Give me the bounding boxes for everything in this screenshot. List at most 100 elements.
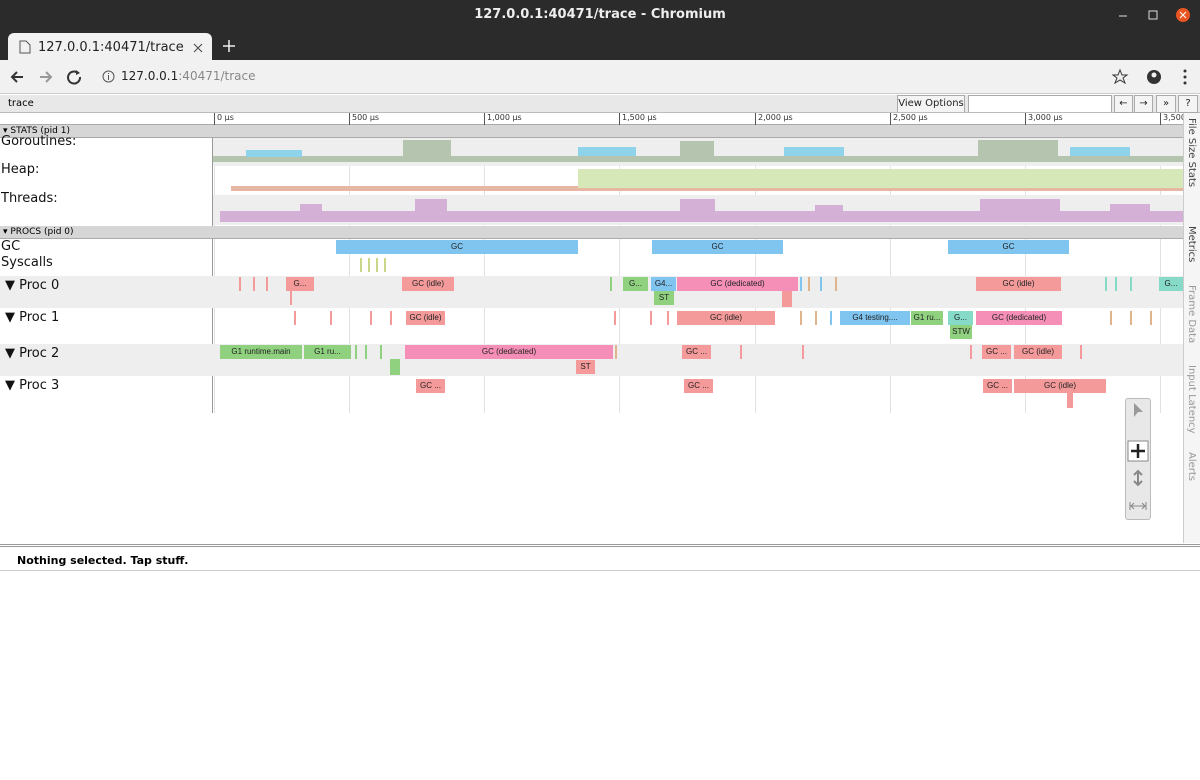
track-label: Heap: — [1, 162, 40, 177]
slice[interactable]: G... — [948, 311, 973, 325]
slice[interactable]: STW — [950, 325, 972, 339]
side-tab[interactable]: Metrics — [1186, 226, 1197, 263]
grid-line — [619, 138, 620, 413]
track-label: Goroutines: — [1, 134, 77, 149]
slice[interactable]: GC (dedicated) — [405, 345, 613, 359]
stat-area — [680, 141, 714, 162]
slice[interactable]: GC (idle) — [677, 311, 775, 325]
stat-area — [231, 186, 578, 191]
ruler-tick: 500 μs — [349, 113, 409, 125]
sliver — [800, 311, 802, 325]
slice[interactable]: GC (idle) — [402, 277, 454, 291]
view-options[interactable]: View Options — [897, 95, 965, 112]
sliver — [610, 277, 612, 291]
info-icon[interactable] — [102, 70, 115, 83]
track-label[interactable]: ▼ Proc 0 — [5, 278, 60, 293]
label-column — [0, 125, 213, 413]
tool-icons[interactable] — [1126, 399, 1151, 520]
stat-area — [1110, 204, 1150, 222]
track-label[interactable]: ▼ Proc 2 — [5, 346, 60, 361]
slice[interactable]: GC ... — [416, 379, 445, 393]
sliver — [1110, 311, 1112, 325]
sliver — [970, 345, 972, 359]
side-tab[interactable]: Input Latency — [1186, 365, 1197, 434]
side-tab[interactable]: File Size Stats — [1186, 118, 1197, 188]
slice[interactable]: GC — [652, 240, 783, 254]
slice[interactable]: G... — [286, 277, 314, 291]
slice[interactable]: GC (idle) — [406, 311, 445, 325]
sliver — [667, 311, 669, 325]
slice[interactable]: G4... — [651, 277, 676, 291]
grid-line — [349, 138, 350, 413]
slice[interactable]: ST — [576, 360, 595, 374]
stat-area — [680, 199, 715, 222]
sliver — [614, 311, 616, 325]
window-controls[interactable] — [1115, 8, 1195, 22]
nav-button[interactable]: » — [1156, 95, 1176, 113]
slice[interactable]: G4 testing.... — [840, 311, 910, 325]
slice[interactable]: GC (idle) — [1014, 345, 1062, 359]
slice[interactable]: G... — [1159, 277, 1183, 291]
url[interactable]: 127.0.0.1:40471/trace — [121, 69, 256, 83]
sliver — [380, 345, 382, 359]
grid-line — [890, 138, 891, 413]
section-header[interactable]: ▾ STATS (pid 1) — [0, 125, 1183, 138]
stat-area — [578, 188, 1183, 191]
ruler-tick: 2,500 μs — [890, 113, 950, 125]
stat-area — [578, 147, 636, 156]
sliver — [1150, 311, 1152, 325]
slice[interactable]: G1 ru... — [911, 311, 943, 325]
tab-title: 127.0.0.1:40471/trace — [38, 40, 184, 55]
slice[interactable]: GC — [948, 240, 1069, 254]
window-title: 127.0.0.1:40471/trace - Chromium — [474, 7, 726, 22]
slice[interactable]: ST — [654, 291, 674, 305]
slice[interactable]: G1 ru... — [304, 345, 351, 359]
sliver — [782, 291, 792, 307]
stat-area — [815, 205, 843, 222]
slice[interactable]: GC ... — [982, 345, 1011, 359]
nav-button[interactable]: ? — [1178, 95, 1198, 113]
side-panel — [1183, 113, 1200, 543]
status-text: Nothing selected. Tap stuff. — [17, 554, 189, 567]
sliver — [1105, 277, 1107, 291]
side-tab[interactable]: Alerts — [1186, 452, 1197, 482]
section-header[interactable]: ▾ PROCS (pid 0) — [0, 226, 1183, 239]
new-tab[interactable] — [222, 39, 236, 53]
stat-area — [300, 204, 322, 222]
slice[interactable]: GC (dedicated) — [677, 277, 798, 291]
slice[interactable]: GC ... — [983, 379, 1012, 393]
page-icon — [19, 40, 31, 54]
side-tab[interactable]: Frame Data — [1186, 285, 1197, 344]
browser-icons[interactable] — [1112, 68, 1192, 86]
stat-area — [1070, 147, 1130, 156]
slice[interactable]: GC ... — [684, 379, 713, 393]
tab-close[interactable] — [193, 43, 203, 53]
slice[interactable]: GC — [336, 240, 578, 254]
slice[interactable]: GC (dedicated) — [976, 311, 1062, 325]
sliver — [365, 345, 367, 359]
tab[interactable]: 127.0.0.1:40471/trace — [8, 33, 212, 60]
track-label[interactable]: ▼ Proc 3 — [5, 378, 60, 393]
search-box[interactable] — [968, 95, 1112, 112]
track-label[interactable]: ▼ Proc 1 — [5, 310, 60, 325]
sliver — [390, 359, 400, 375]
sliver — [253, 277, 255, 291]
track-label: Threads: — [1, 191, 58, 206]
sliver — [390, 311, 392, 325]
slice[interactable]: GC (idle) — [1014, 379, 1106, 393]
slice[interactable]: G... — [623, 277, 648, 291]
slice[interactable]: G1 runtime.main — [220, 345, 302, 359]
nav-buttons[interactable] — [10, 69, 90, 85]
slice[interactable]: GC (idle) — [976, 277, 1061, 291]
nav-button[interactable]: ← — [1114, 95, 1133, 113]
sliver — [1130, 277, 1132, 291]
ruler-tick: 1,000 μs — [484, 113, 544, 125]
slice[interactable]: GC ... — [682, 345, 711, 359]
grid-line — [484, 138, 485, 413]
url-host: 127.0.0.1 — [121, 69, 179, 83]
sliver — [239, 277, 241, 291]
stat-area — [784, 147, 844, 156]
nav-button[interactable]: → — [1134, 95, 1153, 113]
ruler-tick: 0 μs — [214, 113, 274, 125]
